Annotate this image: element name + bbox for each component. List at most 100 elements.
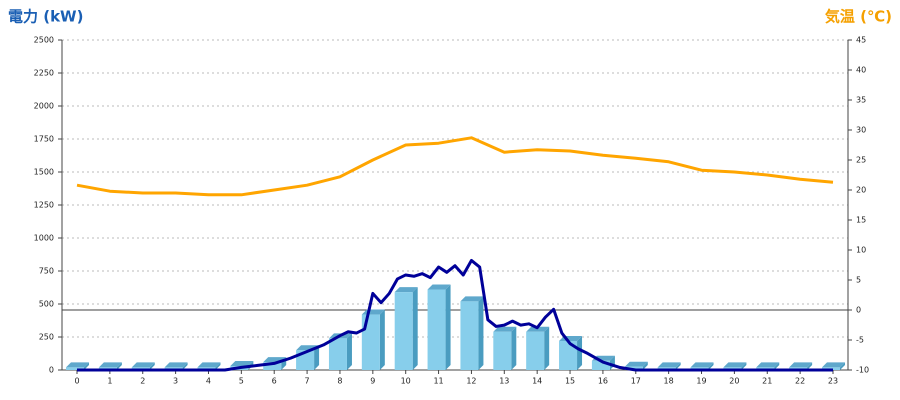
bar-side: [741, 362, 747, 370]
y-tick-label: 1000: [34, 234, 54, 243]
x-tick-label: 8: [337, 377, 342, 386]
y2-tick-label: 25: [856, 156, 866, 165]
bar-side: [675, 362, 681, 370]
bar: [591, 360, 610, 370]
bar-top: [756, 362, 780, 368]
y2-tick-label: 20: [856, 186, 866, 195]
x-tick-label: 4: [206, 377, 211, 386]
line: [76, 136, 834, 197]
y2-tick-label: 45: [856, 36, 866, 45]
bar-side: [412, 287, 418, 370]
bar-side: [609, 355, 615, 370]
bar: [559, 340, 578, 370]
bar-top: [822, 362, 845, 368]
y2-tick-label: 30: [856, 126, 866, 135]
bar-top: [526, 326, 550, 332]
x-tick-label: 5: [239, 377, 244, 386]
y-tick-label: 2250: [34, 69, 54, 78]
x-tick-label: 11: [433, 377, 443, 386]
bar: [526, 331, 545, 370]
bar: [394, 292, 413, 370]
bar-top: [230, 361, 254, 367]
y-tick-label: 2000: [34, 102, 54, 111]
bar-side: [445, 284, 451, 370]
x-tick-label: 19: [696, 377, 706, 386]
y2-tick-label: 40: [856, 66, 866, 75]
bar: [460, 301, 479, 370]
bar-top: [657, 362, 681, 368]
x-tick-label: 1: [107, 377, 112, 386]
bar-top: [624, 361, 648, 367]
x-tick-label: 20: [729, 377, 739, 386]
x-tick-label: 12: [466, 377, 476, 386]
bar-side: [314, 345, 320, 370]
bar: [263, 362, 282, 370]
y-tick-label: 0: [49, 366, 54, 375]
bar-top: [460, 296, 484, 302]
bar-side: [116, 362, 122, 370]
bar-top: [164, 362, 188, 368]
bar: [427, 289, 446, 370]
bar-side: [642, 361, 648, 370]
bar-side: [774, 362, 780, 370]
bar-side: [807, 362, 813, 370]
y2-tick-label: 0: [856, 306, 861, 315]
bar: [361, 314, 380, 370]
bar-top: [789, 362, 813, 368]
bar-top: [690, 362, 714, 368]
x-tick-label: 18: [664, 377, 674, 386]
x-tick-label: 13: [499, 377, 509, 386]
bar-side: [84, 362, 89, 370]
x-tick-label: 17: [631, 377, 641, 386]
bar-top: [98, 362, 122, 368]
y-tick-label: 2500: [34, 36, 54, 45]
bar-top: [131, 362, 155, 368]
y2-tick-label: 15: [856, 216, 866, 225]
bar-side: [544, 326, 550, 370]
bar: [328, 338, 347, 370]
bar-side: [182, 362, 188, 370]
bar-top: [427, 284, 451, 290]
x-tick-label: 7: [305, 377, 310, 386]
bar-side: [708, 362, 714, 370]
x-tick-label: 22: [795, 377, 805, 386]
y-tick-label: 500: [39, 300, 54, 309]
y2-tick-label: -10: [856, 366, 869, 375]
bar-side: [840, 362, 845, 370]
y2-tick-label: -5: [856, 336, 864, 345]
bar: [493, 331, 512, 370]
bar-side: [346, 333, 352, 370]
y-tick-label: 1750: [34, 135, 54, 144]
x-tick-label: 2: [140, 377, 145, 386]
x-tick-label: 6: [272, 377, 277, 386]
bar-top: [493, 326, 517, 332]
x-tick-label: 9: [370, 377, 375, 386]
bar-side: [478, 296, 484, 370]
bar-side: [149, 362, 155, 370]
bar: [66, 367, 84, 370]
x-tick-label: 23: [828, 377, 838, 386]
x-tick-label: 14: [532, 377, 542, 386]
y-tick-label: 250: [39, 333, 54, 342]
y-tick-label: 1500: [34, 168, 54, 177]
bar-top: [394, 287, 418, 293]
bar-top: [66, 362, 89, 368]
line: [77, 258, 833, 372]
bar-side: [577, 335, 583, 370]
x-tick-label: 21: [762, 377, 772, 386]
x-tick-label: 15: [565, 377, 575, 386]
y2-tick-label: 10: [856, 246, 866, 255]
y2-tick-label: 5: [856, 276, 861, 285]
x-tick-label: 10: [401, 377, 411, 386]
bar-side: [215, 362, 221, 370]
bar-top: [723, 362, 747, 368]
x-tick-label: 3: [173, 377, 178, 386]
y-axis-title: 電力 (kW): [8, 8, 83, 26]
bar-side: [379, 309, 385, 370]
bar-top: [197, 362, 221, 368]
y-tick-label: 1250: [34, 201, 54, 210]
y2-tick-label: 35: [856, 96, 866, 105]
x-tick-label: 0: [74, 377, 79, 386]
